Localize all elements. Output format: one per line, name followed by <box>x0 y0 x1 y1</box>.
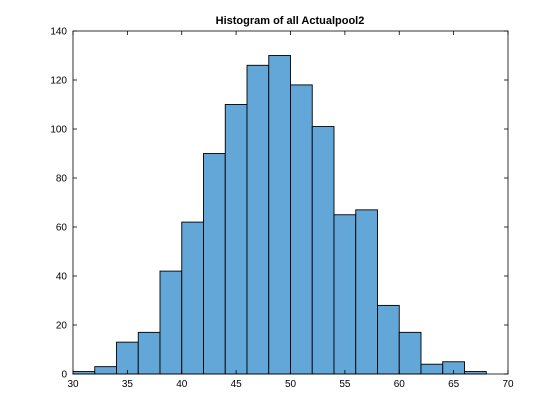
histogram-bar <box>203 153 226 375</box>
y-tick-label: 0 <box>61 370 67 381</box>
x-tick-label: 35 <box>122 379 134 390</box>
histogram-bar <box>290 84 313 375</box>
y-tick-label: 100 <box>50 125 67 136</box>
histogram-bar <box>420 363 444 375</box>
histogram-bar <box>268 55 291 375</box>
x-tick-label: 60 <box>394 379 406 390</box>
x-tick-label: 40 <box>176 379 188 390</box>
histogram-bar <box>355 209 378 375</box>
histogram-bar <box>377 304 400 375</box>
chart-title: Histogram of all Actualpool2 <box>216 15 365 27</box>
x-tick-label: 55 <box>339 379 351 390</box>
x-tick-label: 45 <box>231 379 243 390</box>
histogram-bar <box>311 126 335 375</box>
histogram-bar <box>398 331 422 375</box>
histogram-bar <box>246 64 270 375</box>
y-tick-label: 40 <box>56 272 68 283</box>
y-tick-label: 20 <box>56 321 68 332</box>
y-tick-label: 120 <box>50 76 67 87</box>
bars-group <box>72 55 487 375</box>
x-tick-label: 30 <box>67 379 79 390</box>
x-tick-label: 70 <box>502 379 514 390</box>
x-tick-label: 50 <box>285 379 297 390</box>
histogram-bar <box>94 366 117 375</box>
y-tick-label: 80 <box>56 174 68 185</box>
histogram-bar <box>181 221 204 375</box>
ticks-group: 30 35 40 45 50 55 60 65 70 0 20 40 60 80 100 120 140 <box>50 27 514 391</box>
histogram-bar <box>224 104 248 375</box>
x-tick-label: 65 <box>448 379 460 390</box>
y-tick-label: 60 <box>56 223 68 234</box>
histogram-bar <box>159 270 183 375</box>
histogram-bar <box>137 331 161 375</box>
histogram-bar <box>333 214 357 375</box>
y-tick-label: 140 <box>50 27 67 38</box>
histogram-bar <box>116 341 139 375</box>
